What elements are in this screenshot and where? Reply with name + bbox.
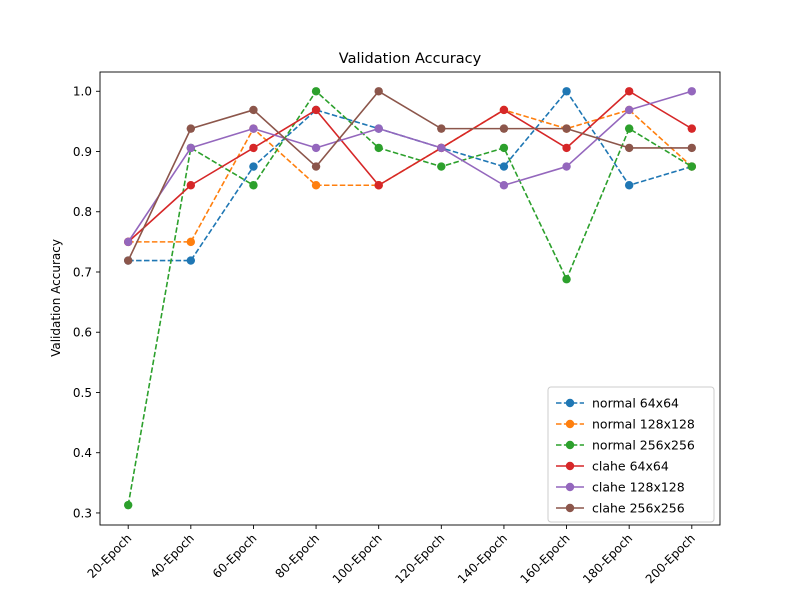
plot-frame [99, 71, 721, 526]
legend: normal 64x64 normal 128x128 normal 256x256… [547, 386, 715, 523]
series-point [562, 275, 571, 284]
series-point [499, 162, 509, 171]
series-point [311, 143, 321, 153]
y-tick-label: 0.3 [73, 506, 92, 520]
x-tick-label: 200-Epoch [643, 531, 698, 586]
series-point [562, 162, 571, 171]
chart-title: Validation Accuracy [339, 51, 482, 67]
legend-label: normal 64x64 [592, 396, 679, 411]
series-point [499, 124, 509, 133]
series-point [499, 105, 509, 115]
series-point [437, 162, 446, 171]
series-point [186, 256, 196, 265]
legend-entry: normal 256x256 [556, 438, 695, 453]
y-tick-label: 0.6 [73, 326, 92, 340]
series-point [249, 105, 258, 115]
legend-swatch-marker [565, 482, 575, 492]
legend-swatch-marker [565, 461, 575, 471]
legend-entry: clahe 64x64 [556, 459, 669, 474]
legend-label: clahe 64x64 [592, 459, 669, 474]
legend-entry: clahe 128x128 [556, 480, 685, 495]
series-point [249, 181, 258, 190]
series-point [249, 143, 258, 153]
series-point [186, 237, 196, 247]
series-point [499, 143, 509, 153]
series-point [311, 105, 321, 115]
series-point [186, 124, 196, 133]
series-point [624, 181, 634, 190]
series-4 [124, 87, 696, 247]
series-point [374, 181, 383, 190]
legend-label: normal 256x256 [592, 438, 695, 453]
legend-swatch-marker [565, 398, 575, 408]
y-tick-label: 0.7 [73, 265, 92, 279]
y-tick-label: 0.4 [73, 446, 92, 460]
series-point [562, 87, 571, 96]
series-point [249, 124, 258, 133]
series-point [624, 143, 634, 153]
series-point [311, 181, 321, 190]
legend-entry: normal 64x64 [556, 396, 679, 411]
x-tick-label: 120-Epoch [392, 531, 447, 586]
legend-swatch-marker [565, 440, 575, 450]
series-point [687, 143, 696, 153]
series-point [687, 124, 696, 133]
legend-box [547, 386, 715, 523]
series-point [249, 162, 258, 171]
series-line [127, 90, 692, 261]
series-6 [124, 87, 696, 265]
series-point [311, 87, 321, 96]
legend-entry: normal 128x128 [556, 417, 695, 432]
legend-swatch-marker [565, 419, 575, 429]
series-point [624, 87, 634, 96]
x-tick-label: 20-Epoch [85, 531, 135, 581]
y-tick-label: 1.0 [73, 85, 92, 99]
series-point [687, 87, 696, 96]
series-point [624, 124, 634, 133]
legend-entry: clahe 256x256 [556, 501, 685, 516]
series-point [437, 124, 446, 133]
x-tick-label: 80-Epoch [272, 531, 322, 581]
series-point [124, 500, 133, 510]
series-point [374, 143, 383, 153]
x-tick-label: 160-Epoch [518, 531, 573, 586]
series-point [124, 237, 133, 247]
series-point [624, 105, 634, 115]
y-tick-label: 0.8 [73, 205, 92, 219]
series-point [311, 162, 321, 171]
series-point [374, 87, 383, 96]
legend-label: clahe 128x128 [592, 480, 685, 495]
y-axis-title: Validation Accuracy [49, 239, 63, 357]
x-tick-label: 100-Epoch [330, 531, 385, 586]
legend-label: clahe 256x256 [592, 501, 685, 516]
x-tick-label: 180-Epoch [580, 531, 635, 586]
series-point [437, 143, 446, 153]
series-point [562, 143, 571, 153]
legend-swatch-marker [565, 503, 575, 513]
x-tick-label: 40-Epoch [147, 531, 197, 581]
x-tick-label: 60-Epoch [210, 531, 260, 581]
y-tick-label: 0.9 [73, 145, 92, 159]
series-point [687, 162, 696, 171]
series-point [374, 124, 383, 133]
x-tick-label: 140-Epoch [455, 531, 510, 586]
series-line [127, 90, 693, 243]
series-point [186, 181, 196, 190]
legend-label: normal 128x128 [592, 417, 695, 432]
series-point [124, 256, 133, 265]
series-point [499, 181, 509, 190]
series-point [562, 124, 571, 133]
y-tick-label: 0.5 [73, 386, 92, 400]
series-point [186, 143, 196, 153]
